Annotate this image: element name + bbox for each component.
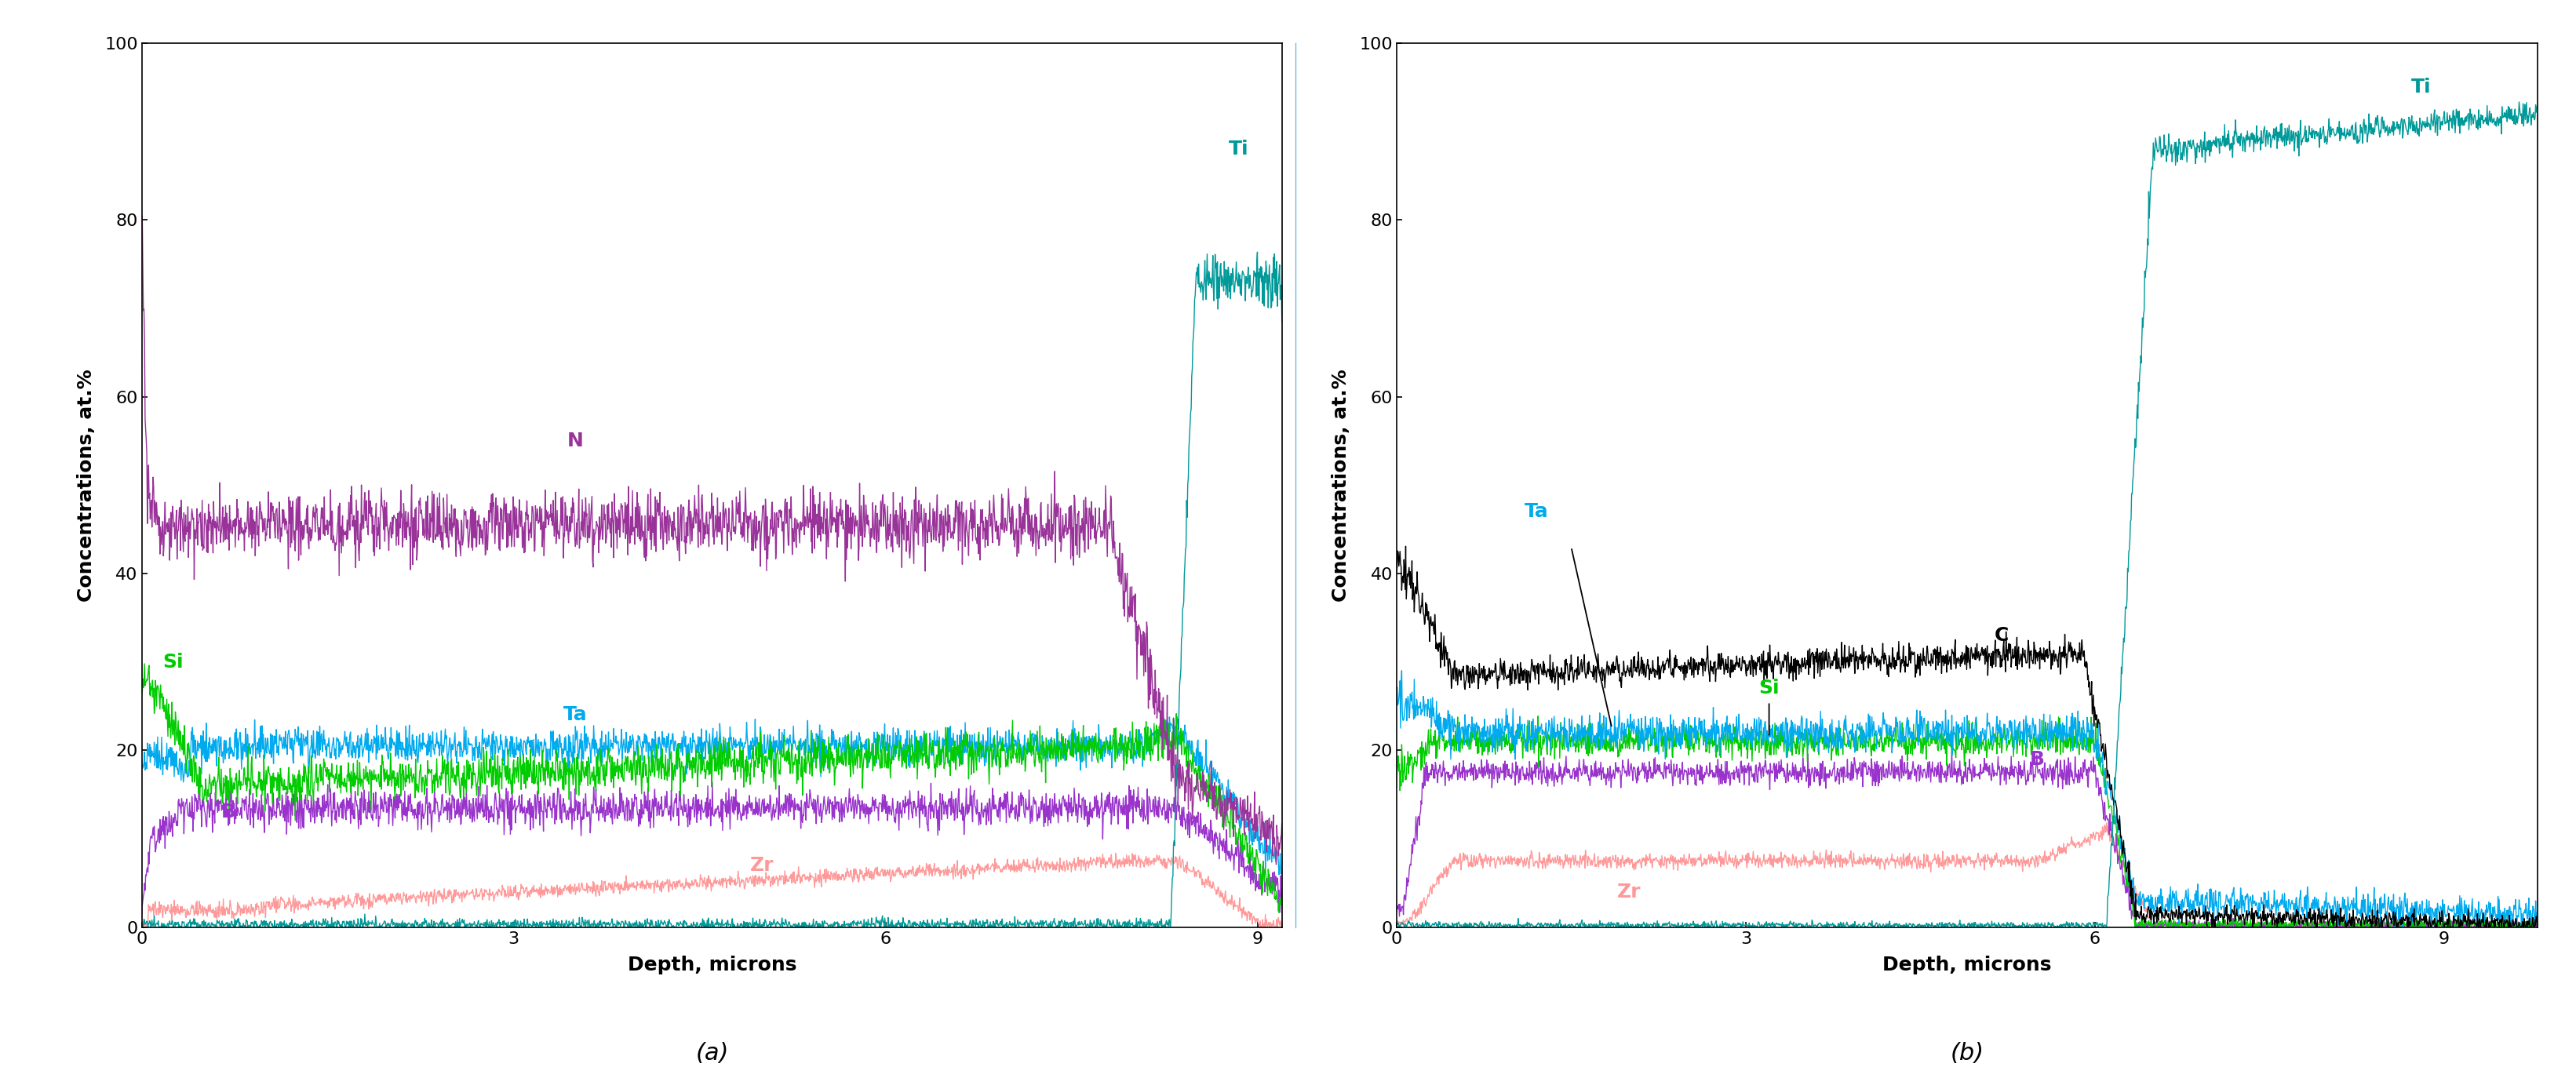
X-axis label: Depth, microns: Depth, microns	[629, 955, 796, 975]
Text: Si: Si	[1759, 679, 1780, 697]
Text: B: B	[2030, 749, 2045, 769]
Text: N: N	[567, 431, 585, 451]
Text: Ta: Ta	[564, 705, 587, 724]
Text: Zr: Zr	[750, 856, 773, 874]
Text: Si: Si	[162, 652, 183, 672]
Text: (b): (b)	[1950, 1042, 1984, 1065]
Y-axis label: Concentrations, at.%: Concentrations, at.%	[77, 369, 95, 602]
Text: (a): (a)	[696, 1042, 729, 1065]
X-axis label: Depth, microns: Depth, microns	[1883, 955, 2050, 975]
Text: Zr: Zr	[1618, 882, 1641, 901]
Text: Ta: Ta	[1525, 502, 1548, 521]
Y-axis label: Concentrations, at.%: Concentrations, at.%	[1332, 369, 1350, 602]
Text: B: B	[222, 803, 237, 821]
Text: Ti: Ti	[1229, 140, 1249, 158]
Text: C: C	[1994, 626, 2009, 645]
Text: Ti: Ti	[2411, 78, 2432, 97]
